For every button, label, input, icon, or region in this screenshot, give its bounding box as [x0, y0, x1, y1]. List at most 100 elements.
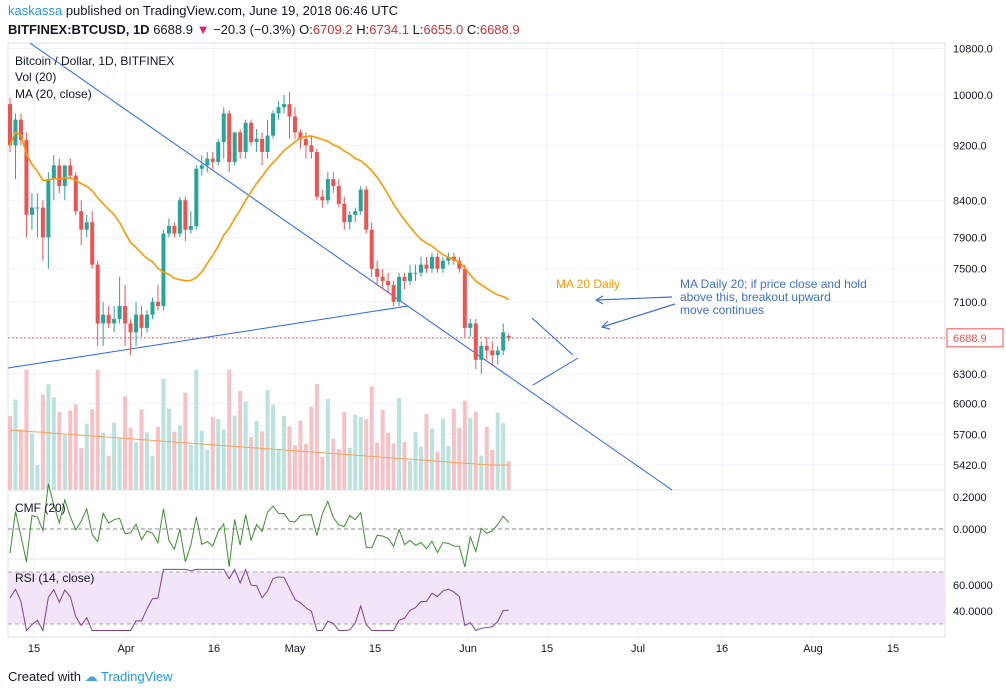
- time-tick-label: Jul: [631, 643, 645, 655]
- candle-body: [123, 306, 128, 324]
- candle-body: [18, 119, 23, 141]
- candle-body: [145, 314, 149, 328]
- price-tick-label: 10000.0: [953, 90, 993, 102]
- volume-bar: [446, 445, 451, 490]
- volume-bar: [210, 416, 215, 490]
- candle-body: [117, 306, 122, 320]
- volume-bar: [90, 409, 95, 490]
- candles: [8, 91, 511, 374]
- price-tick-label: 7500.0: [953, 264, 987, 276]
- candle-body: [358, 189, 363, 212]
- candle-body: [440, 260, 445, 269]
- volume-bar: [435, 451, 440, 490]
- candle-body: [106, 314, 111, 324]
- candle-body: [40, 207, 45, 238]
- volume-bar: [227, 370, 232, 490]
- candle-body: [364, 189, 369, 230]
- volume-bar: [68, 410, 73, 490]
- volume-bar: [172, 431, 177, 490]
- symbol-label: BITFINEX:BTCUSD, 1D: [8, 22, 150, 37]
- rsi-tick-label: 60.0000: [953, 580, 993, 592]
- candle-body: [303, 138, 308, 146]
- down-arrow-icon: ▼: [196, 22, 210, 37]
- volume-bar: [73, 404, 78, 490]
- candle-body: [479, 345, 484, 360]
- volume-bar: [40, 394, 45, 490]
- volume-bar: [429, 428, 434, 490]
- volume-bar: [298, 420, 303, 490]
- volume-bar: [123, 396, 128, 490]
- candle-body: [254, 138, 259, 143]
- candle-body: [172, 225, 177, 234]
- candle-body: [205, 158, 210, 166]
- rsi-tick-label: 40.0000: [953, 606, 993, 618]
- cmf-tick-label: 0.2000: [953, 492, 987, 504]
- rsi-line: [9, 567, 509, 633]
- volume-bar: [490, 449, 495, 490]
- candle-body: [397, 276, 402, 302]
- volume-bar: [29, 433, 34, 490]
- volume-bar: [271, 404, 276, 490]
- high-label: H:: [356, 22, 370, 37]
- candle-body: [265, 135, 270, 152]
- volume-bar: [24, 370, 29, 490]
- close-label: C:: [466, 22, 480, 37]
- close-value: 6688.9: [479, 22, 520, 37]
- volume-bar: [46, 384, 51, 490]
- candle-body: [243, 122, 248, 152]
- candle-body: [249, 122, 254, 143]
- volume-bar: [84, 423, 89, 490]
- volume-bar: [254, 420, 259, 490]
- candle-body: [221, 113, 226, 143]
- downtrend-line: [29, 42, 673, 491]
- volume-bar: [287, 426, 292, 490]
- candle-body: [46, 179, 51, 238]
- candle-body: [386, 280, 391, 286]
- volume-bar: [314, 383, 319, 490]
- volume-bar: [342, 412, 347, 490]
- candle-body: [150, 301, 155, 315]
- candle-body: [194, 168, 199, 226]
- note-line-2: above this, breakout upward: [680, 290, 831, 304]
- ohlc-header: BITFINEX:BTCUSD, 1D 6688.9 ▼ −20.3 (−0.3…: [8, 22, 520, 37]
- candle-body: [51, 165, 56, 180]
- candle-body: [282, 104, 286, 108]
- trendlines: [7, 42, 673, 491]
- low-value: 6655.0: [423, 22, 464, 37]
- candle-body: [353, 211, 358, 215]
- volume-bar: [325, 399, 330, 490]
- candle-body: [134, 314, 139, 333]
- author-link[interactable]: kaskassa: [8, 3, 63, 18]
- volume-bar: [473, 411, 478, 490]
- candle-body: [35, 207, 40, 209]
- volume-bar: [183, 392, 188, 490]
- volume-bar: [112, 422, 117, 490]
- last-price-tag: [946, 328, 1004, 348]
- candle-body: [29, 207, 34, 215]
- publish-text: published on TradingView.com, June 19, 2…: [65, 3, 399, 18]
- tradingview-brand[interactable]: TradingView: [101, 669, 173, 684]
- cmf-legend: CMF (20): [15, 501, 66, 515]
- candle-body: [419, 264, 423, 273]
- candle-body: [314, 151, 319, 197]
- candle-body: [320, 196, 325, 201]
- low-label: L:: [412, 22, 424, 37]
- volume-bar: [199, 430, 204, 490]
- volume-bar: [375, 442, 380, 490]
- volume-bar: [292, 445, 297, 490]
- volume-bar: [451, 408, 456, 490]
- price-tick-label: 5700.0: [953, 429, 987, 441]
- open-label: O:: [299, 22, 313, 37]
- candle-body: [413, 272, 418, 274]
- volume-bar: [249, 437, 254, 490]
- candle-body: [292, 116, 297, 133]
- ma20-line: [9, 131, 510, 301]
- volume-bar: [232, 415, 237, 490]
- cmf-line: [9, 483, 510, 568]
- volume-bar: [424, 413, 429, 490]
- volume-bar: [331, 438, 336, 490]
- volume-bar: [265, 390, 270, 490]
- volume-bar: [402, 441, 407, 490]
- candle-body: [298, 132, 303, 139]
